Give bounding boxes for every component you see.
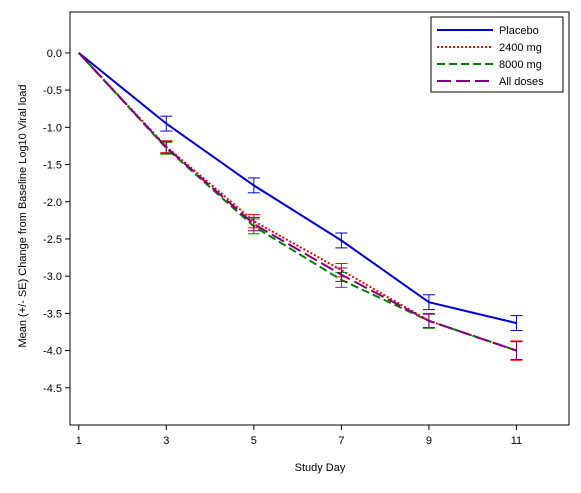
y-tick-label: -1.0 <box>43 122 62 134</box>
series-line <box>78 52 517 352</box>
legend-label: Placebo <box>499 25 539 37</box>
plot-frame <box>69 11 570 426</box>
legend-item: All doses <box>437 76 544 88</box>
series-2400-mg <box>78 52 523 361</box>
x-tick-label: 9 <box>426 435 432 447</box>
y-tick-label: -3.0 <box>43 271 62 283</box>
series-all-doses <box>78 52 523 361</box>
series-line <box>78 52 517 352</box>
x-tick-label: 5 <box>251 435 257 447</box>
legend-item: Placebo <box>437 25 539 37</box>
y-tick-label: -1.5 <box>43 160 62 172</box>
x-tick-label: 1 <box>76 435 82 447</box>
y-tick-label: -2.5 <box>43 234 62 246</box>
x-tick-label: 7 <box>338 435 344 447</box>
y-tick-label: 0.0 <box>47 48 62 60</box>
y-tick-label: -2.0 <box>43 197 62 209</box>
plot-content <box>78 52 523 361</box>
x-tick-label: 3 <box>163 435 169 447</box>
legend-item: 8000 mg <box>437 59 542 71</box>
y-axis: 0.0 -0.5 -1.0 -1.5 -2.0 -2.5 -3.0 -3.5 -4.0 -4.5 <box>43 48 70 395</box>
x-tick-label: 11 <box>511 435 522 447</box>
legend-item: 2400 mg <box>437 42 542 54</box>
x-axis-label: Study Day <box>295 462 346 474</box>
error-bar <box>160 140 173 154</box>
series-line <box>78 52 517 325</box>
x-axis: 1 3 5 7 9 11 <box>76 425 522 447</box>
series-line <box>78 52 517 352</box>
y-tick-label: -3.5 <box>43 308 62 320</box>
y-tick-label: -0.5 <box>43 85 62 97</box>
y-tick-label: -4.5 <box>43 383 62 395</box>
series-placebo <box>78 52 523 331</box>
legend-label: 8000 mg <box>499 59 542 71</box>
legend-label: 2400 mg <box>499 42 542 54</box>
legend: Placebo 2400 mg 8000 mg All doses <box>430 16 564 93</box>
y-tick-label: -4.0 <box>43 346 62 358</box>
error-bar <box>247 216 260 232</box>
series-8000-mg <box>78 52 523 361</box>
y-axis-label: Mean (+/- SE) Change from Baseline Log10… <box>17 84 29 347</box>
legend-label: All doses <box>499 76 544 88</box>
